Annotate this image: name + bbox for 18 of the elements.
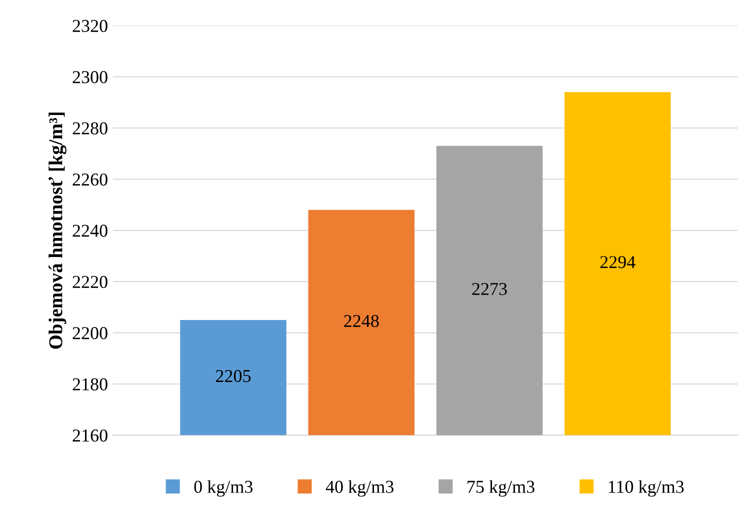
data-label: 2294 — [600, 256, 636, 268]
data-label: 2248 — [344, 314, 379, 328]
y-tick-label: 2220 — [72, 276, 108, 288]
legend-label: 40 kg/m3 — [326, 480, 394, 497]
legend-label: 110 kg/m3 — [608, 480, 684, 497]
y-tick-label: 2280 — [72, 122, 108, 134]
data-label: 2273 — [472, 282, 507, 296]
y-tick-label: 2260 — [72, 173, 108, 186]
data-label: 2205 — [216, 370, 251, 382]
y-axis-title: Objemová hmotnosť [kg/m³] — [48, 112, 66, 349]
legend-label: 75 kg/m3 — [468, 480, 534, 497]
y-tick-label: 2160 — [72, 429, 108, 442]
y-tick-label: 2240 — [72, 224, 108, 237]
y-tick-label: 2180 — [72, 378, 108, 390]
y-tick-label: 2200 — [72, 327, 108, 340]
legend-label: 0 kg/m3 — [194, 480, 253, 497]
y-tick-label: 2320 — [72, 20, 108, 32]
y-tick-label: 2300 — [72, 71, 108, 84]
